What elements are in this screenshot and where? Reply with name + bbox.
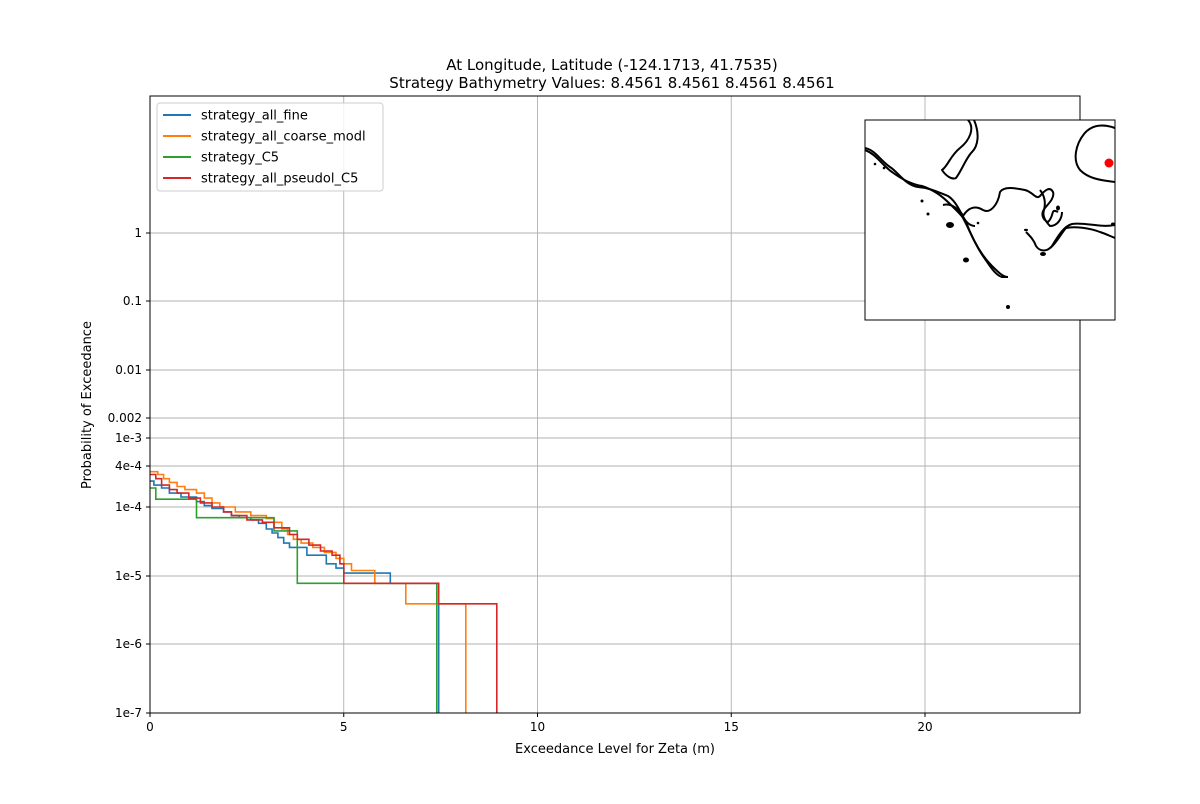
legend-label: strategy_all_fine xyxy=(201,109,308,124)
series-line-strategy-all-pseudol-c5 xyxy=(150,473,498,713)
series-line-strategy-all-fine xyxy=(150,480,440,713)
y-tick-label: 0.002 xyxy=(108,411,142,425)
legend-label: strategy_all_coarse_modl xyxy=(201,130,366,145)
y-tick-label: 1e-4 xyxy=(115,500,142,514)
plot-frame xyxy=(149,95,1081,714)
x-tick-label: 20 xyxy=(917,720,932,734)
y-tick-label: 1 xyxy=(134,226,142,240)
y-axis-label: Probability of Exceedance xyxy=(80,321,95,489)
x-axis-label: Exceedance Level for Zeta (m) xyxy=(515,742,715,757)
y-tick-label: 1e-7 xyxy=(115,706,142,720)
inset-map-background xyxy=(865,120,1115,320)
inset-islands xyxy=(873,162,1115,309)
y-tick-label: 1e-3 xyxy=(115,431,142,445)
x-tick-label: 10 xyxy=(530,720,545,734)
legend-box xyxy=(156,102,384,192)
y-tick-label: 0.1 xyxy=(123,294,142,308)
series-line-strategy-c5 xyxy=(150,487,438,713)
series-lines xyxy=(150,470,498,713)
inset-map-frame xyxy=(864,119,1116,321)
legend-label: strategy_all_pseudol_C5 xyxy=(201,172,358,187)
x-tick-label: 5 xyxy=(340,720,348,734)
series-line-strategy-all-coarse-modl xyxy=(150,470,467,713)
inset-map xyxy=(864,119,1116,321)
inset-coastline xyxy=(865,120,1115,278)
y-tick-label: 0.01 xyxy=(115,363,142,377)
y-ticks: 1e-7 1e-6 1e-5 1e-4 4e-4 1e-3 0.002 0.01 0.1 1 xyxy=(108,226,150,720)
y-tick-label: 1e-6 xyxy=(115,637,142,651)
legend-label: strategy_C5 xyxy=(201,151,279,166)
x-ticks: 0 5 10 15 20 xyxy=(146,713,933,734)
y-tick-label: 4e-4 xyxy=(115,459,142,473)
chart-title-line-2: Strategy Bathymetry Values: 8.4561 8.456… xyxy=(389,74,834,92)
x-tick-label: 15 xyxy=(724,720,739,734)
x-tick-label: 0 xyxy=(146,720,154,734)
location-marker xyxy=(1104,158,1114,168)
legend: strategy_all_fine strategy_all_coarse_mod… xyxy=(156,102,384,192)
y-tick-label: 1e-5 xyxy=(115,569,142,583)
chart-title-line-1: At Longitude, Latitude (-124.1713, 41.75… xyxy=(446,56,778,74)
